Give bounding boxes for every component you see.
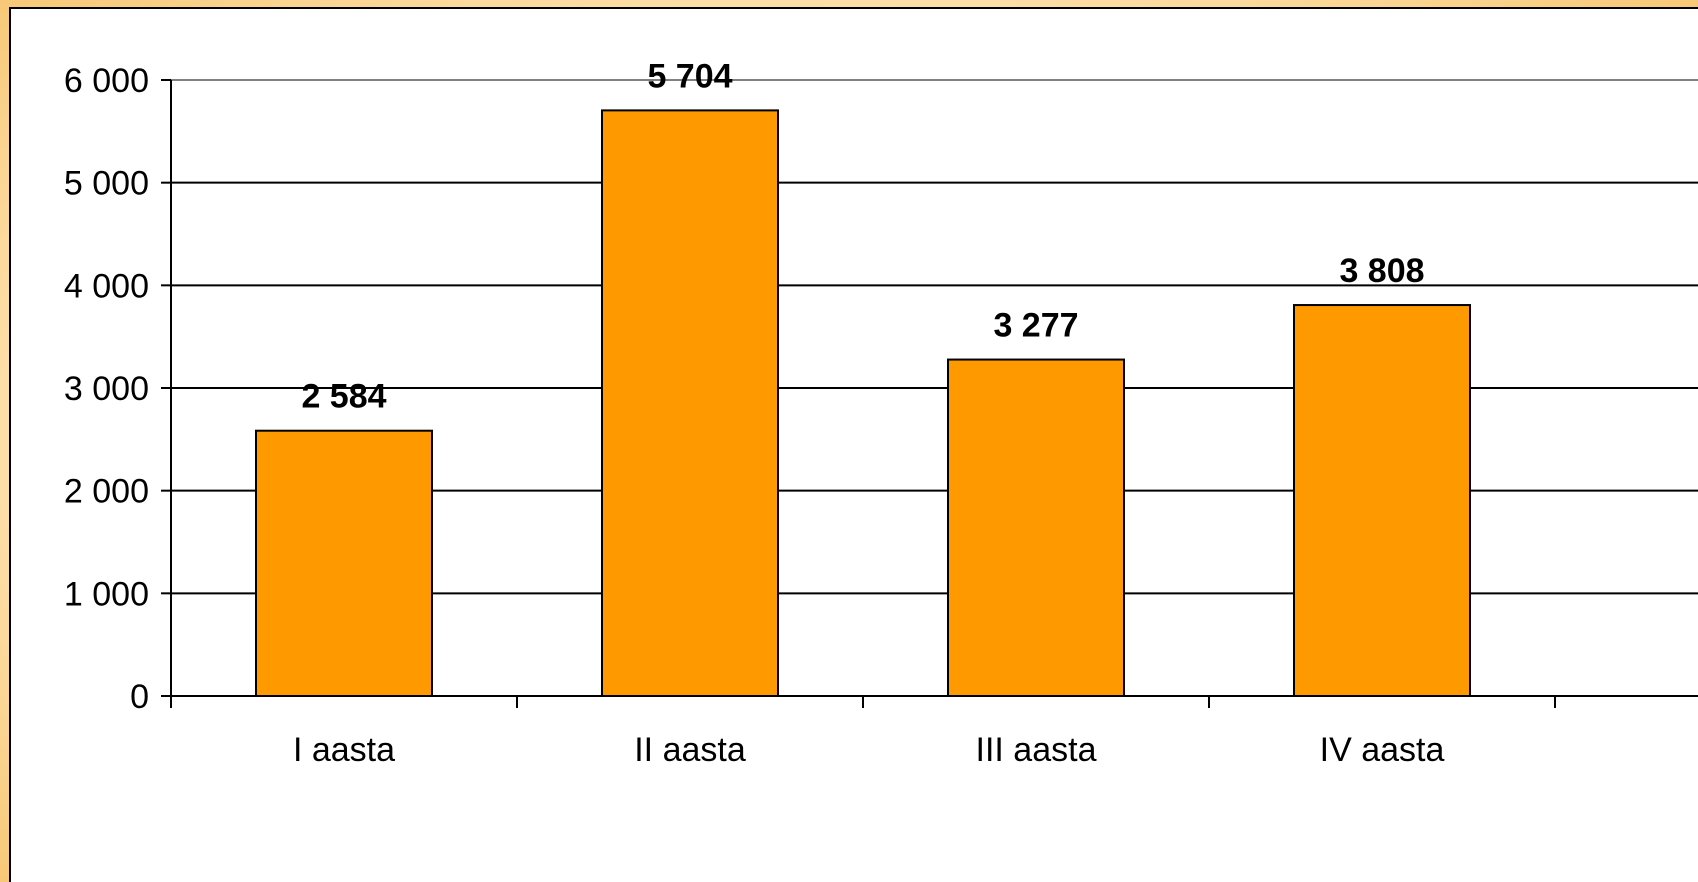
bar-2 [601,109,779,697]
x-tick-label: II aasta [634,731,746,769]
data-label-4: 3 808 [1339,252,1424,290]
bar-4 [1293,304,1471,697]
bar-3 [947,358,1125,697]
bar-chart: 0 1 000 2 000 3 000 4 000 5 000 6 000 2 584 5 70… [64,57,1698,769]
x-tick-label: I aasta [293,731,395,769]
y-tick-label: 1 000 [64,575,149,613]
y-tick-label: 2 000 [64,473,149,511]
y-tick-label: 6 000 [64,62,149,100]
chart-frame: 0 1 000 2 000 3 000 4 000 5 000 6 000 2 584 5 70… [9,7,1698,882]
x-tick-label: IV aasta [1320,731,1445,769]
x-tick-label: III aasta [976,731,1097,769]
data-label-2: 5 704 [647,57,732,95]
bars [255,109,1471,697]
y-tick-label: 0 [130,678,149,716]
labels: 0 1 000 2 000 3 000 4 000 5 000 6 000 2 584 5 70… [64,57,1445,769]
y-tick-label: 3 000 [64,370,149,408]
data-label-1: 2 584 [301,378,386,416]
bar-1 [255,429,433,697]
y-tick-label: 5 000 [64,165,149,203]
data-label-3: 3 277 [993,307,1078,345]
y-tick-label: 4 000 [64,267,149,305]
axes [161,79,1698,708]
